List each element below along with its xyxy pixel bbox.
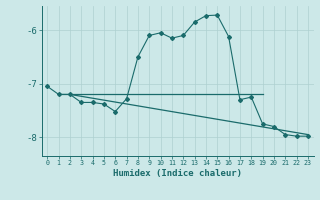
X-axis label: Humidex (Indice chaleur): Humidex (Indice chaleur) [113,169,242,178]
